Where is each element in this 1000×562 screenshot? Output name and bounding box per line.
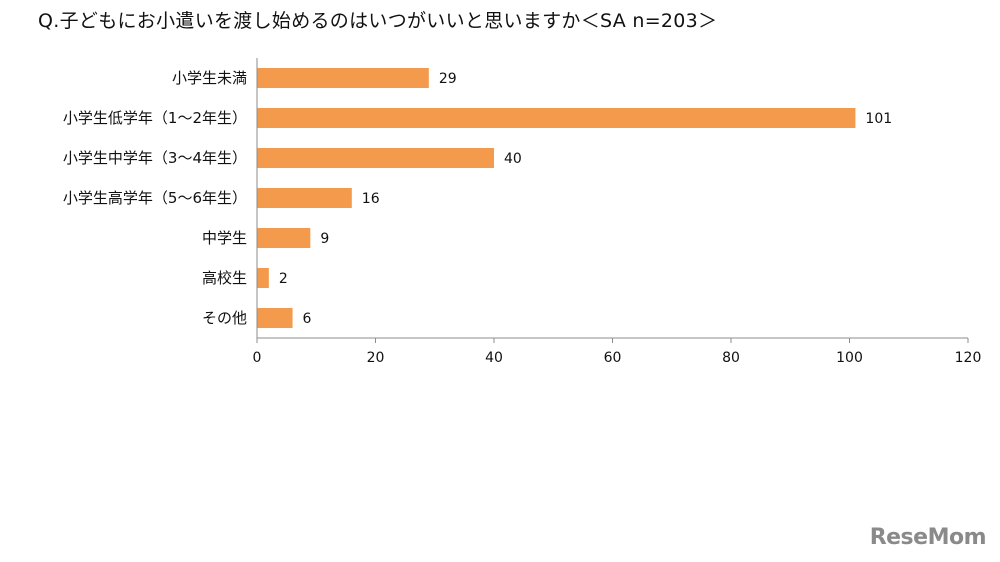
bar	[257, 148, 494, 168]
x-tick-label: 80	[722, 350, 740, 366]
x-tick-label: 120	[955, 350, 982, 366]
value-label: 2	[279, 271, 288, 287]
bar	[257, 308, 293, 328]
x-tick-label: 0	[253, 350, 262, 366]
value-label: 29	[439, 71, 457, 87]
value-label: 40	[504, 151, 522, 167]
bar	[257, 108, 856, 128]
bar	[257, 188, 352, 208]
x-tick-label: 60	[604, 350, 622, 366]
category-label: 小学生中学年（3～4年生）	[63, 149, 247, 167]
x-tick-label: 40	[485, 350, 503, 366]
resemom-logo: ReseMom	[869, 525, 987, 550]
category-label: 小学生低学年（1～2年生）	[63, 109, 247, 127]
chart-title: Q.子どもにお小遣いを渡し始めるのはいつがいいと思いますか＜SA n=203＞	[38, 10, 718, 32]
value-label: 9	[320, 231, 329, 247]
bar	[257, 228, 311, 248]
category-label: 小学生未満	[172, 69, 247, 87]
value-label: 16	[362, 191, 380, 207]
x-tick-label: 100	[836, 350, 863, 366]
bar	[257, 68, 429, 88]
category-label: 小学生高学年（5～6年生）	[63, 189, 247, 207]
value-label: 6	[303, 311, 312, 327]
bar	[257, 268, 269, 288]
category-label: 高校生	[202, 269, 247, 287]
x-tick-label: 20	[367, 350, 385, 366]
category-label: その他	[202, 309, 247, 327]
category-label: 中学生	[202, 229, 247, 247]
value-label: 101	[865, 111, 892, 127]
